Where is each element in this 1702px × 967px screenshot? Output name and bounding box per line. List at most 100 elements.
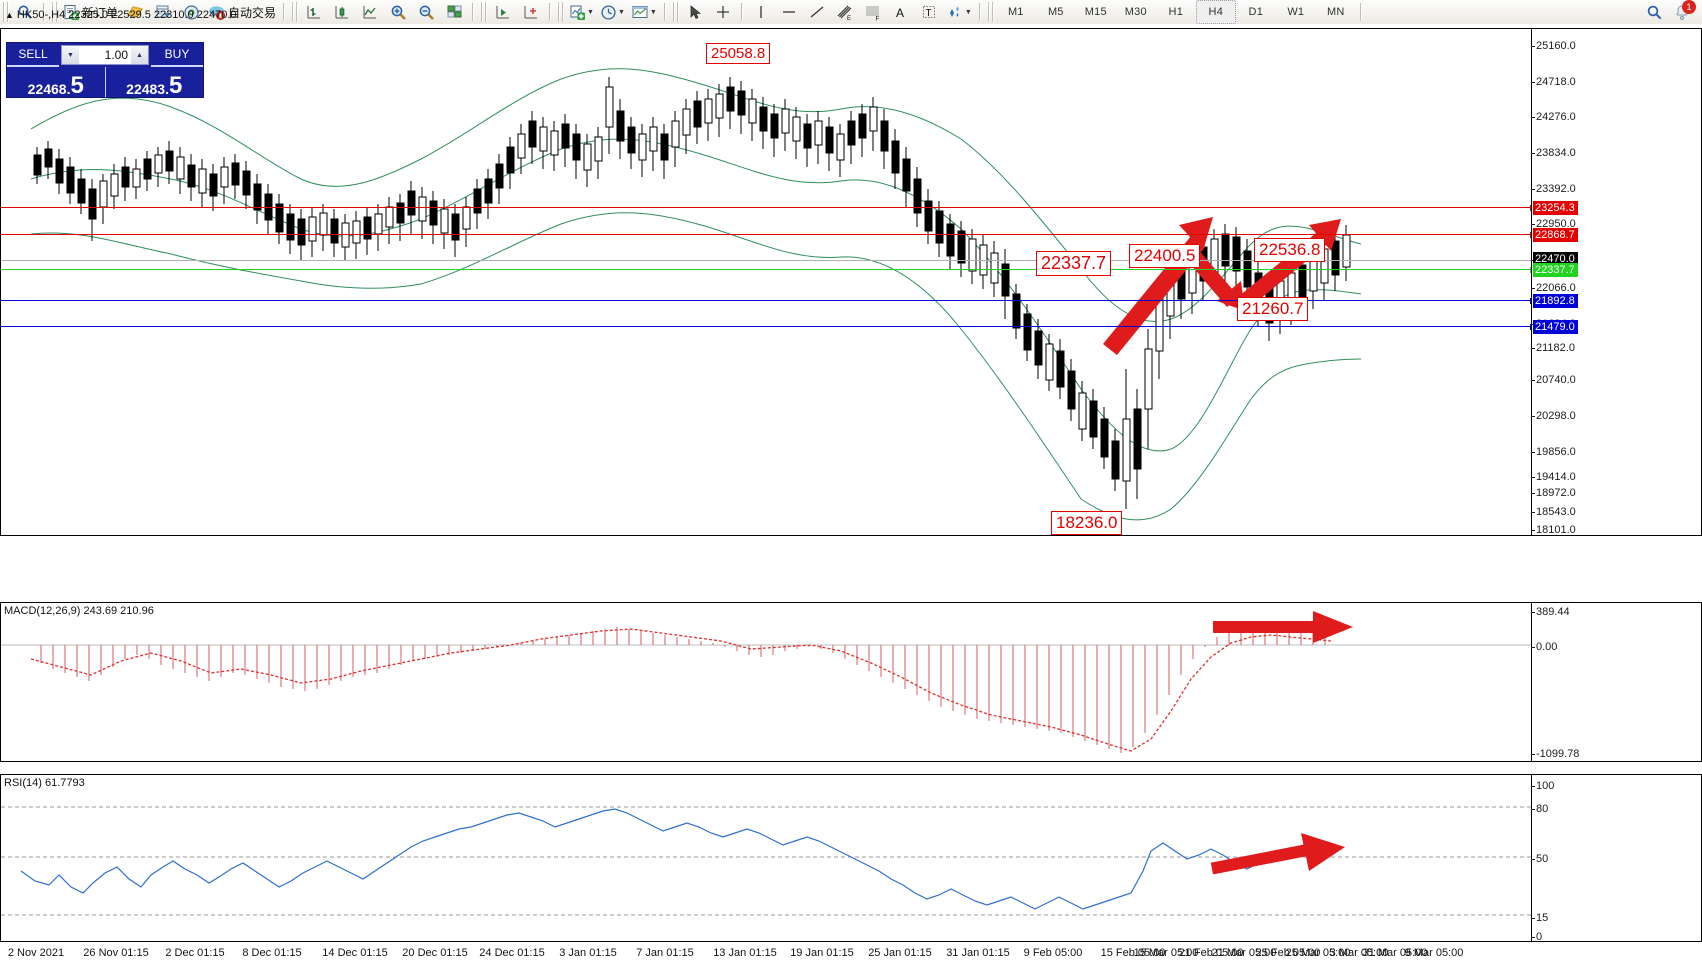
volume-increase-icon[interactable]: ▲ <box>131 46 148 64</box>
toolbar-grip[interactable] <box>51 2 58 22</box>
sell-price[interactable]: 22468 . 5 <box>7 67 105 97</box>
shapes-icon[interactable]: ▼ <box>943 0 975 24</box>
toolbar-grip[interactable] <box>986 2 994 22</box>
timeframe-m5[interactable]: M5 <box>1047 6 1064 18</box>
notification-badge: 1 <box>1682 0 1696 14</box>
rsi-plot[interactable] <box>1 775 1531 941</box>
horizontal-line-icon[interactable] <box>775 0 803 24</box>
rsi-pane[interactable]: RSI(14) 61.7793 100 80 50 15 0 <box>0 774 1702 943</box>
crosshair-tool-icon[interactable] <box>709 0 737 24</box>
rsi-axis[interactable]: 100 80 50 15 0 <box>1530 775 1701 943</box>
macd-pane[interactable]: MACD(12,26,9) 243.69 210.96 <box>0 602 1702 762</box>
bar-chart-icon[interactable] <box>300 0 328 24</box>
time-tick: 15 Mar 05:00 <box>1133 947 1199 959</box>
periods-icon[interactable]: ▼ <box>597 0 628 24</box>
buy-button[interactable]: BUY <box>151 43 203 67</box>
timeframe-d1[interactable]: D1 <box>1248 6 1264 18</box>
sell-price-int: 22468 <box>27 81 67 97</box>
volume-decrease-icon[interactable]: ▼ <box>62 46 79 64</box>
buy-price[interactable]: 22483 . 5 <box>104 67 204 97</box>
chevron-down-icon[interactable]: ▼ <box>617 8 625 16</box>
toolbar-separator <box>978 3 981 21</box>
level-line-21479[interactable] <box>1 324 1531 330</box>
annotation-high-25058[interactable]: 25058.8 <box>706 43 771 64</box>
macd-axis[interactable]: 389.44 0.00 -1099.78 <box>1530 603 1701 761</box>
one-click-trading-panel[interactable]: SELL ▼ 1.00 ▲ BUY 22468 . 5 22483 . 5 <box>7 43 203 97</box>
timeframe-h1[interactable]: H1 <box>1168 6 1184 18</box>
annotation-21260[interactable]: 21260.7 <box>1237 297 1309 321</box>
support-level-21479[interactable]: 21479.0 <box>1533 320 1578 334</box>
price-plot[interactable]: 25058.8 22337.7 22400.5 22536.8 21260.7 … <box>1 29 1531 535</box>
vertical-line-icon[interactable] <box>747 0 775 24</box>
zoom-in-icon[interactable] <box>384 0 412 24</box>
search-icon[interactable] <box>1640 0 1668 24</box>
chart-shift-icon[interactable] <box>517 0 545 24</box>
resistance-level-22869[interactable]: 22868.7 <box>1533 228 1578 242</box>
cursor-tool-icon[interactable] <box>681 0 709 24</box>
chevron-down-icon[interactable]: ▼ <box>649 8 657 16</box>
indicators-icon[interactable]: ▼ <box>566 0 597 24</box>
data-window-icon[interactable] <box>149 0 177 24</box>
toolbar-grip[interactable] <box>671 2 679 22</box>
equidistant-channel-icon[interactable]: E <box>831 0 859 24</box>
level-line-23254[interactable] <box>1 205 1531 211</box>
chevron-down-icon[interactable]: ▼ <box>587 8 594 16</box>
tile-windows-icon[interactable] <box>440 0 468 24</box>
annotation-22400[interactable]: 22400.5 <box>1129 244 1201 268</box>
price-tick: 22066.0 <box>1531 282 1576 294</box>
navigator-icon[interactable] <box>177 0 205 24</box>
rsi-tick: 100 <box>1530 780 1555 792</box>
toolbar-grip[interactable] <box>557 2 565 22</box>
level-line-21893[interactable] <box>1 298 1531 304</box>
auto-scroll-icon[interactable] <box>489 0 517 24</box>
time-tick: 3 Jan 01:15 <box>559 947 617 959</box>
candlestick-chart-icon[interactable] <box>328 0 356 24</box>
toolbar-separator <box>663 3 666 21</box>
support-level-21893[interactable]: 21892.8 <box>1533 294 1578 308</box>
new-order-button[interactable]: 新订单 <box>60 0 121 24</box>
text-label-icon[interactable]: T <box>915 0 943 24</box>
trendline-icon[interactable] <box>803 0 831 24</box>
time-tick: 19 Jan 01:15 <box>790 947 854 959</box>
search-symbol-icon[interactable] <box>11 0 39 24</box>
toolbar-grip[interactable] <box>2 2 9 22</box>
annotation-low-18236[interactable]: 18236.0 <box>1051 511 1123 535</box>
line-chart-icon[interactable] <box>356 0 384 24</box>
expert-advisors-icon[interactable] <box>121 0 149 24</box>
templates-icon[interactable]: ▼ <box>628 0 660 24</box>
toolbar-grip[interactable] <box>291 2 299 22</box>
timeframe-m1[interactable]: M1 <box>1007 6 1024 18</box>
timeframe-w1[interactable]: W1 <box>1287 6 1305 18</box>
annotation-22536[interactable]: 22536.8 <box>1254 238 1326 262</box>
chevron-down-icon[interactable]: ▼ <box>964 8 972 16</box>
macd-plot[interactable] <box>1 603 1531 761</box>
toolbar-separator <box>283 3 286 21</box>
volume-stepper[interactable]: ▼ 1.00 ▲ <box>61 45 149 65</box>
time-tick: 25 Mar 05:00 <box>1285 947 1351 959</box>
price-axis[interactable]: 25160.0 24718.0 24276.0 23834.0 23392.0 … <box>1531 29 1701 536</box>
timeframe-m15[interactable]: M15 <box>1084 6 1107 18</box>
toolbar-grip[interactable] <box>480 2 488 22</box>
timeframe-h4[interactable]: H4 <box>1195 0 1236 24</box>
timeframe-mn[interactable]: MN <box>1327 6 1345 18</box>
price-tick: 24276.0 <box>1531 111 1576 123</box>
annotation-22337[interactable]: 22337.7 <box>1036 251 1112 276</box>
macd-label: MACD(12,26,9) 243.69 210.96 <box>4 605 154 617</box>
sell-price-frac: 5 <box>70 71 84 99</box>
level-line-22338[interactable] <box>1 267 1531 273</box>
level-line-22869[interactable] <box>1 232 1531 238</box>
level-line-last-price <box>1 260 1531 261</box>
volume-input[interactable]: 1.00 <box>104 48 128 62</box>
text-tool-icon[interactable]: A <box>887 0 915 24</box>
rsi-line <box>20 808 1332 910</box>
timeframe-m30[interactable]: M30 <box>1124 6 1147 18</box>
autotrading-button[interactable]: 自动交易 <box>205 0 279 24</box>
support-level-22338[interactable]: 22337.7 <box>1533 263 1578 277</box>
notifications-icon[interactable]: 1 <box>1668 0 1696 24</box>
sell-button[interactable]: SELL <box>7 43 59 67</box>
time-tick: 31 Mar 05:00 <box>1362 947 1428 959</box>
zoom-out-icon[interactable] <box>412 0 440 24</box>
price-pane[interactable]: ▲ HK50-,H4 22325.0 22529.5 22310.0 22470.… <box>0 9 1702 536</box>
resistance-level-23254[interactable]: 23254.3 <box>1533 201 1578 215</box>
fibonacci-icon[interactable]: F <box>859 0 887 24</box>
